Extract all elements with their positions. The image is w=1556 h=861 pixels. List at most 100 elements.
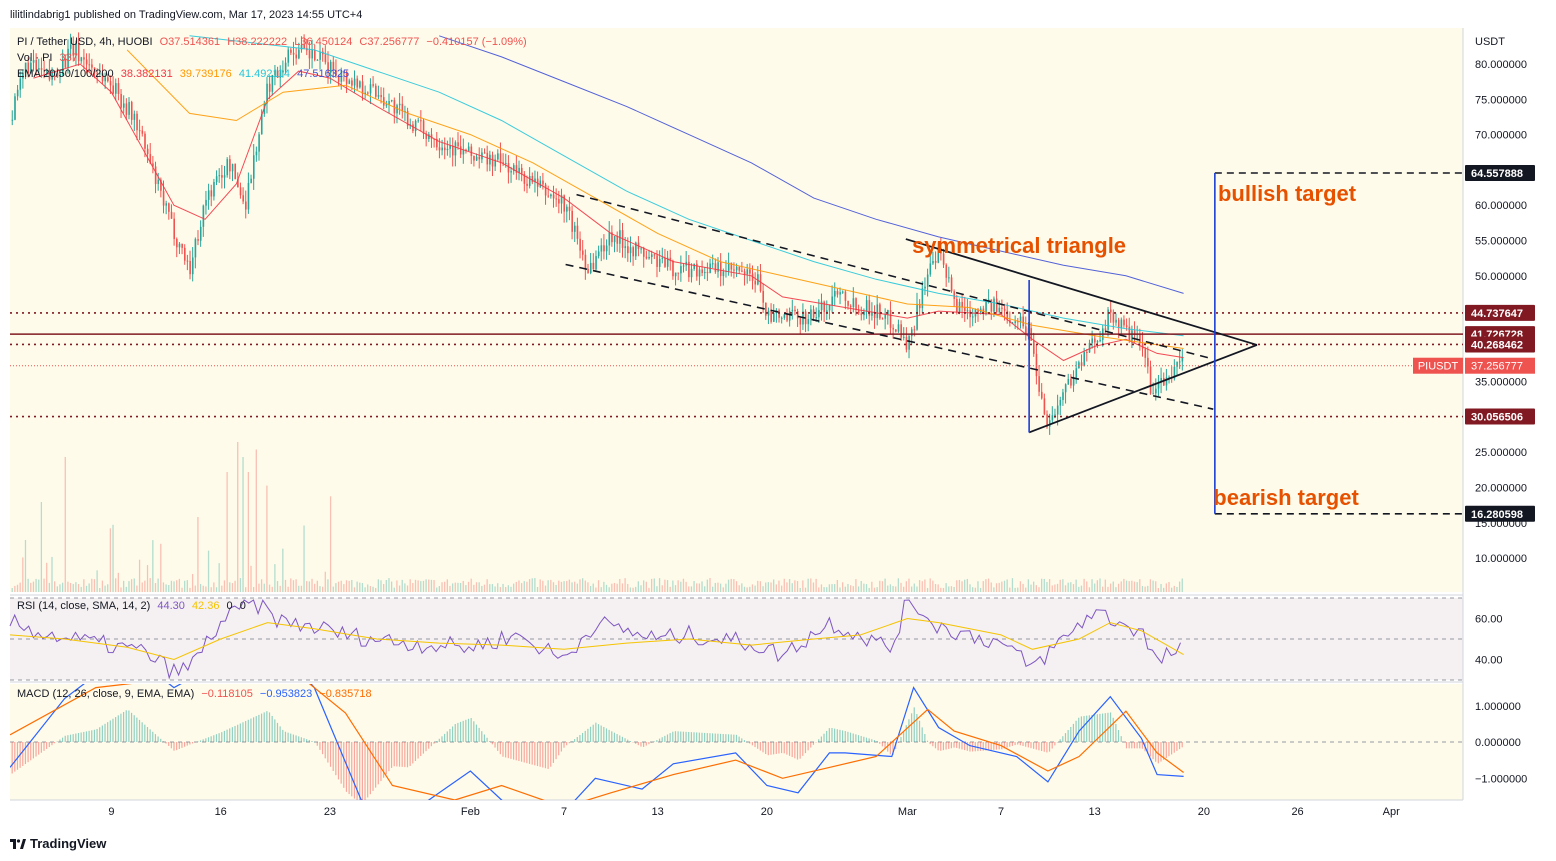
candle-body	[860, 313, 863, 316]
volume-bar	[1178, 581, 1181, 592]
candle-body	[539, 180, 542, 187]
macd-histogram-bar	[252, 717, 255, 742]
volume-bar	[849, 585, 852, 592]
candle-body	[1075, 368, 1078, 378]
candle-body	[1168, 377, 1170, 379]
volume-bar	[258, 583, 260, 592]
candle-body	[868, 300, 871, 316]
macd-histogram-bar	[1131, 742, 1133, 749]
tradingview-logo[interactable]: TradingView	[10, 836, 106, 851]
volume-bar	[1088, 587, 1091, 592]
volume-bar	[977, 581, 979, 592]
volume-bar	[1054, 584, 1056, 592]
last-price-bg	[1465, 357, 1535, 374]
macd-label[interactable]: MACD (12, 26, close, 9, EMA, EMA)	[17, 688, 195, 700]
volume-bar	[690, 586, 693, 592]
candle-body	[1181, 357, 1184, 362]
macd-histogram-bar	[152, 731, 154, 742]
volume-bar	[757, 580, 759, 592]
volume-bar	[1080, 585, 1083, 592]
candle-body	[956, 298, 958, 313]
candle-body	[56, 72, 59, 77]
candle-body	[109, 81, 112, 86]
volume-bar	[1170, 587, 1173, 592]
macd-histogram-bar	[1043, 742, 1045, 752]
volume-bar	[438, 586, 441, 592]
volume-bar	[14, 585, 16, 592]
candle-body	[507, 163, 510, 173]
rsi-sma-line	[9, 617, 1184, 661]
volume-bar	[40, 502, 43, 592]
macd-histogram-bar	[428, 742, 430, 749]
macd-histogram-bar	[709, 733, 711, 742]
macd-histogram-bar	[977, 742, 979, 752]
macd-histogram-bar	[1086, 715, 1088, 742]
volume-bar	[104, 585, 106, 592]
volume-bar	[961, 581, 963, 592]
macd-histogram-bar	[250, 718, 252, 742]
volume-bar	[964, 579, 966, 592]
macd-histogram-bar	[531, 742, 533, 765]
volume-bar	[329, 496, 332, 592]
candle-body	[844, 291, 847, 301]
macd-histogram-bar	[637, 742, 639, 746]
rsi-label[interactable]: RSI (14, close, SMA, 14, 2)	[17, 600, 151, 612]
macd-histogram-bar	[136, 717, 138, 742]
macd-histogram-bar	[762, 742, 764, 753]
macd-histogram-bar	[64, 735, 66, 742]
volume-bar	[1035, 585, 1037, 592]
rsi-tick-label: 60.00	[1475, 614, 1503, 626]
macd-histogram-bar	[59, 739, 61, 742]
candle-body	[1176, 361, 1178, 367]
macd-histogram-bar	[433, 742, 435, 744]
macd-histogram-bar	[186, 742, 188, 746]
volume-bar	[834, 584, 836, 592]
candle-body	[741, 270, 743, 272]
volume-bar	[910, 586, 913, 592]
volume-bar	[842, 582, 844, 592]
macd-histogram-bar	[1072, 723, 1075, 742]
macd-histogram-bar	[900, 737, 902, 742]
candle-body	[558, 199, 560, 204]
macd-histogram-bar	[505, 742, 507, 758]
macd-histogram-bar	[478, 727, 480, 742]
triangle-upper-line	[905, 238, 1258, 346]
volume-label[interactable]: Vol · PI	[17, 52, 53, 64]
volume-bar	[823, 587, 825, 592]
candle-body	[250, 178, 252, 183]
volume-bar	[791, 583, 793, 592]
volume-bar	[290, 578, 292, 592]
candle-body	[1157, 382, 1160, 389]
candle-body	[653, 254, 656, 256]
macd-histogram-bar	[1017, 742, 1019, 745]
candle-body	[51, 70, 53, 80]
volume-bar	[876, 587, 878, 592]
macd-histogram-bar	[526, 742, 528, 764]
macd-histogram-bar	[794, 742, 796, 759]
candle-body	[666, 257, 669, 267]
volume-bar	[560, 581, 563, 592]
macd-histogram-bar	[749, 742, 751, 744]
macd-histogram-bar	[438, 738, 440, 742]
channel-lower-line	[565, 263, 1214, 410]
volume-bar	[393, 587, 395, 592]
candle-body	[576, 225, 579, 239]
ema-label[interactable]: EMA 20/50/100/200	[17, 68, 114, 80]
symbol-title[interactable]: PI / Tether USD, 4h, HUOBI	[17, 36, 153, 48]
macd-histogram-bar	[1173, 742, 1175, 753]
volume-bar	[308, 581, 311, 592]
candle-body	[921, 288, 924, 309]
macd-histogram-bar	[812, 742, 815, 745]
candle-body	[77, 43, 80, 62]
candle-body	[876, 304, 879, 319]
volume-bar	[255, 449, 257, 592]
volume-bar	[860, 580, 862, 592]
volume-bar	[751, 584, 754, 592]
candle-body	[961, 301, 963, 308]
macd-histogram-bar	[300, 737, 302, 742]
macd-histogram-bar	[1078, 717, 1080, 742]
candle-body	[1120, 319, 1123, 329]
candle-body	[998, 307, 1001, 313]
candle-body	[412, 124, 414, 132]
ohlc-open: O37.514361	[159, 36, 221, 48]
